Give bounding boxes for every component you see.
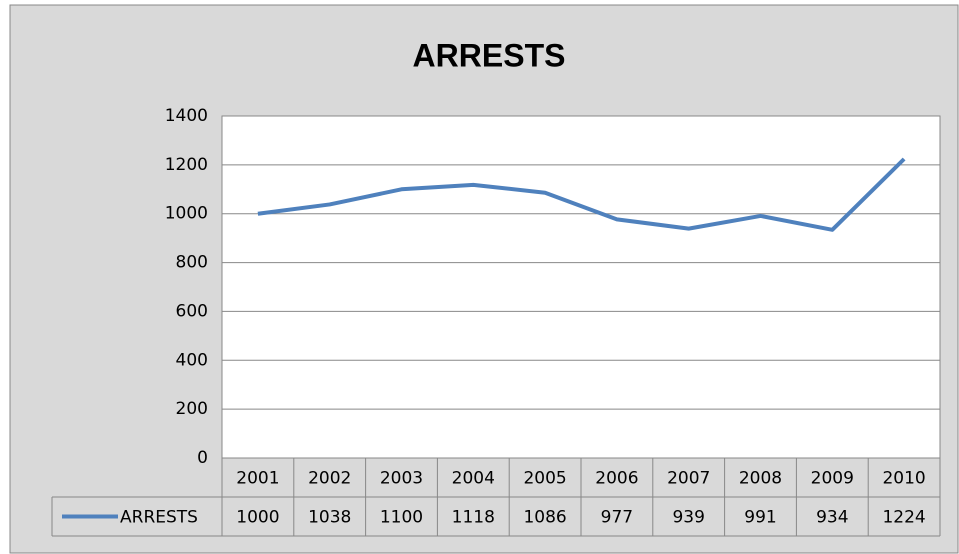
y-tick-label: 0 [197, 448, 208, 468]
x-tick-label: 2005 [523, 469, 566, 489]
y-tick-label: 600 [176, 301, 208, 321]
data-table-value: 1224 [882, 508, 925, 528]
x-tick-label: 2001 [236, 469, 279, 489]
data-table-value: 939 [672, 508, 704, 528]
y-tick-label: 200 [176, 399, 208, 419]
data-table-value: 991 [744, 508, 776, 528]
x-tick-label: 2004 [452, 469, 495, 489]
chart-title: ARRESTS [413, 37, 566, 73]
data-line [257, 157, 906, 232]
plot-area [221, 115, 941, 459]
x-tick-label: 2006 [595, 469, 638, 489]
data-table-value: 1086 [523, 508, 566, 528]
x-tick-label: 2007 [667, 469, 710, 489]
x-tick-label: 2009 [811, 469, 854, 489]
x-tick-label: 2003 [380, 469, 423, 489]
data-table-value: 1100 [380, 508, 423, 528]
x-tick-label: 2010 [882, 469, 925, 489]
data-table-value: 1000 [236, 508, 279, 528]
data-table-value: 1118 [452, 508, 495, 528]
y-tick-label: 1000 [165, 204, 208, 224]
data-table-value: 934 [816, 508, 848, 528]
x-tick-label: 2002 [308, 469, 351, 489]
legend-label: ARRESTS [120, 508, 198, 528]
y-tick-label: 1400 [165, 106, 208, 126]
data-table-value: 1038 [308, 508, 351, 528]
y-tick-label: 1200 [165, 155, 208, 175]
y-tick-label: 800 [176, 253, 208, 273]
x-tick-label: 2008 [739, 469, 782, 489]
data-table-value: 977 [601, 508, 633, 528]
y-tick-label: 400 [176, 350, 208, 370]
